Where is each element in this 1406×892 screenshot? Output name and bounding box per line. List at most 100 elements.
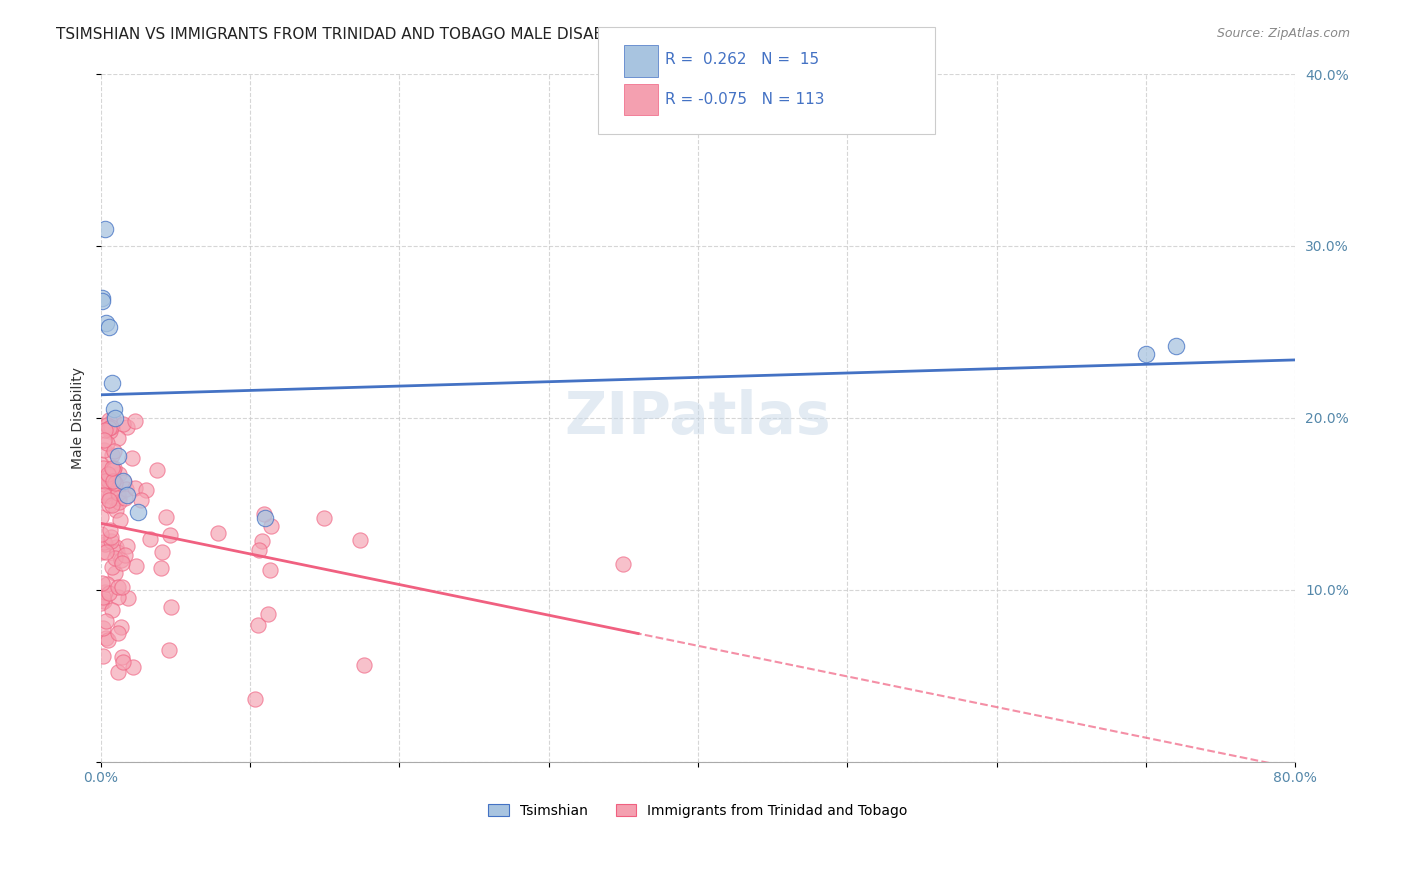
Point — [112, 475, 135, 489]
Point — [98, 586, 121, 600]
Point — [94, 615, 117, 629]
Point — [107, 431, 129, 445]
Point — [149, 561, 172, 575]
Text: TSIMSHIAN VS IMMIGRANTS FROM TRINIDAD AND TOBAGO MALE DISABILITY CORRELATION CHA: TSIMSHIAN VS IMMIGRANTS FROM TRINIDAD AN… — [56, 27, 810, 42]
Point — [101, 559, 124, 574]
Point — [91, 460, 114, 475]
Point — [103, 443, 125, 458]
Point — [107, 590, 129, 604]
Point — [111, 580, 134, 594]
Point — [105, 545, 128, 559]
Point — [93, 423, 115, 437]
Point — [247, 617, 270, 632]
Point — [112, 417, 135, 432]
Point — [312, 510, 335, 524]
Point — [1135, 347, 1157, 361]
Point — [98, 475, 121, 490]
Point — [150, 545, 173, 559]
Point — [260, 519, 283, 533]
Point — [90, 576, 112, 591]
Text: ZIPatlas: ZIPatlas — [565, 390, 831, 446]
Point — [98, 468, 121, 483]
Point — [114, 491, 136, 506]
Point — [100, 530, 122, 544]
Point — [90, 527, 112, 541]
Point — [97, 467, 120, 481]
Point — [97, 499, 120, 513]
Point — [103, 461, 125, 475]
Point — [96, 417, 118, 432]
Point — [91, 544, 114, 558]
Point — [93, 443, 115, 458]
Point — [117, 488, 139, 502]
Point — [115, 539, 138, 553]
Point — [93, 476, 115, 491]
Point — [101, 474, 124, 488]
Point — [159, 600, 181, 615]
Point — [101, 463, 124, 477]
Point — [612, 557, 634, 571]
Point — [96, 576, 118, 591]
Point — [1164, 339, 1187, 353]
Point — [107, 626, 129, 640]
Point — [127, 505, 149, 519]
Point — [124, 414, 146, 428]
Point — [91, 291, 114, 305]
Point — [253, 507, 276, 521]
Point — [107, 485, 129, 500]
Point — [98, 492, 121, 507]
Point — [353, 657, 375, 672]
Point — [108, 495, 131, 509]
Point — [94, 585, 117, 599]
Point — [129, 492, 152, 507]
Point — [97, 633, 120, 648]
Point — [96, 545, 118, 559]
Point — [155, 510, 177, 524]
Point — [91, 293, 114, 308]
Point — [114, 483, 136, 497]
Point — [93, 594, 115, 608]
Point — [107, 491, 129, 505]
Point — [107, 467, 129, 482]
Point — [250, 534, 273, 549]
Point — [110, 553, 132, 567]
Point — [98, 489, 121, 503]
Point — [90, 458, 112, 472]
Point — [103, 475, 125, 489]
Text: R = -0.075   N = 113: R = -0.075 N = 113 — [665, 92, 824, 106]
Point — [103, 411, 125, 425]
Point — [111, 649, 134, 664]
Point — [257, 607, 280, 622]
Point — [96, 316, 118, 330]
Point — [98, 524, 121, 538]
Point — [111, 556, 134, 570]
Point — [97, 421, 120, 435]
Y-axis label: Male Disability: Male Disability — [72, 367, 86, 469]
Point — [94, 537, 117, 551]
Point — [110, 620, 132, 634]
Point — [100, 420, 122, 434]
Point — [98, 319, 121, 334]
Point — [97, 473, 120, 487]
Point — [121, 451, 143, 466]
Point — [111, 475, 134, 489]
Point — [139, 532, 162, 546]
Point — [100, 424, 122, 438]
Point — [124, 482, 146, 496]
Point — [107, 449, 129, 463]
Point — [115, 420, 138, 434]
Point — [94, 475, 117, 489]
Point — [104, 541, 127, 555]
Point — [104, 551, 127, 566]
Point — [91, 621, 114, 635]
Point — [122, 659, 145, 673]
Point — [94, 221, 117, 235]
Point — [100, 460, 122, 475]
Point — [108, 513, 131, 527]
Point — [207, 526, 229, 541]
Point — [101, 448, 124, 462]
Point — [93, 487, 115, 501]
Text: Source: ZipAtlas.com: Source: ZipAtlas.com — [1216, 27, 1350, 40]
Point — [104, 410, 127, 425]
Point — [135, 483, 157, 497]
